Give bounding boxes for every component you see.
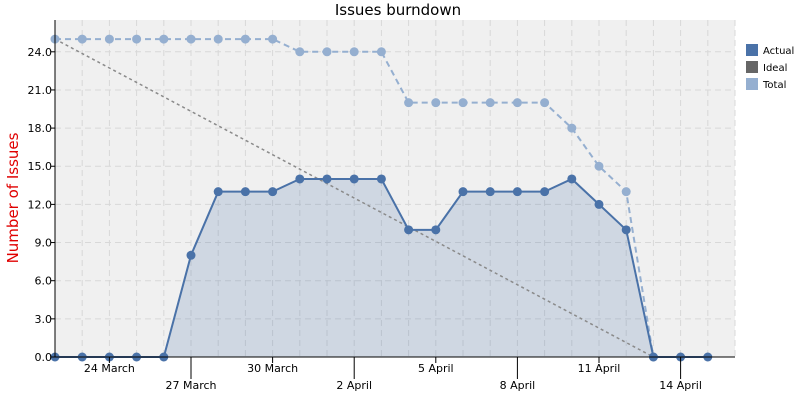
actual-point [322, 174, 332, 184]
total-point [540, 98, 550, 108]
legend-label-actual: Actual [763, 46, 794, 57]
x-tick-label: 14 April [659, 379, 702, 392]
total-point [240, 34, 250, 44]
total-point [132, 34, 142, 44]
actual-point [213, 187, 223, 197]
total-point [295, 47, 305, 57]
total-point [77, 34, 87, 44]
total-point [594, 161, 604, 171]
legend-swatch-actual [746, 44, 758, 56]
actual-point [621, 225, 631, 235]
actual-point [431, 225, 441, 235]
legend-label-ideal: Ideal [763, 63, 787, 74]
total-point [349, 47, 359, 57]
total-point [458, 98, 468, 108]
x-tick-label: 2 April [336, 379, 372, 392]
actual-point [349, 174, 359, 184]
y-tick-label: 24.0 [28, 46, 53, 59]
x-tick-label: 8 April [500, 379, 536, 392]
x-tick-label: 5 April [418, 362, 454, 375]
legend-swatch-total [746, 78, 758, 90]
axis-layer: 0.0 3.0 6.0 9.0 12.0 15.0 18.0 21.0 24.0 24 March… [28, 20, 735, 392]
total-point [159, 34, 169, 44]
actual-point [268, 187, 278, 197]
total-point [376, 47, 386, 57]
total-point [567, 123, 577, 133]
ideal-line [54, 38, 654, 358]
grid-layer [54, 20, 736, 358]
total-point [104, 34, 114, 44]
plot-area [55, 20, 735, 357]
y-tick-label: 18.0 [28, 122, 53, 135]
y-tick-label: 6.0 [35, 275, 53, 288]
actual-point [485, 187, 495, 197]
series-layer [50, 34, 713, 362]
total-point [485, 98, 495, 108]
total-point [213, 34, 223, 44]
total-point [322, 47, 332, 57]
actual-point [512, 187, 522, 197]
total-point [512, 98, 522, 108]
total-point [268, 34, 278, 44]
chart-title: Issues burndown [335, 1, 461, 19]
actual-point [240, 187, 250, 197]
x-tick-label: 30 March [247, 362, 298, 375]
total-point [431, 98, 441, 108]
x-tick-label: 27 March [165, 379, 216, 392]
y-tick-label: 0.0 [35, 351, 53, 364]
y-tick-label: 12.0 [28, 198, 53, 211]
y-tick-label: 9.0 [35, 237, 53, 250]
legend: Actual Ideal Total [746, 44, 794, 91]
actual-area [55, 178, 708, 357]
total-point [186, 34, 196, 44]
actual-point [458, 187, 468, 197]
y-tick-label: 15.0 [28, 160, 53, 173]
actual-point [594, 199, 604, 209]
x-tick-label: 24 March [84, 362, 135, 375]
total-point [621, 187, 631, 197]
legend-label-total: Total [762, 80, 786, 91]
actual-point [567, 174, 577, 184]
y-axis-label: Number of Issues [4, 132, 22, 263]
actual-point [404, 225, 414, 235]
total-point [404, 98, 414, 108]
actual-point [540, 187, 550, 197]
y-tick-label: 3.0 [35, 313, 53, 326]
y-tick-label: 21.0 [28, 84, 53, 97]
legend-swatch-ideal [746, 61, 758, 73]
x-tick-label: 11 April [578, 362, 621, 375]
actual-point [376, 174, 386, 184]
actual-point [186, 250, 196, 260]
actual-point [295, 174, 305, 184]
